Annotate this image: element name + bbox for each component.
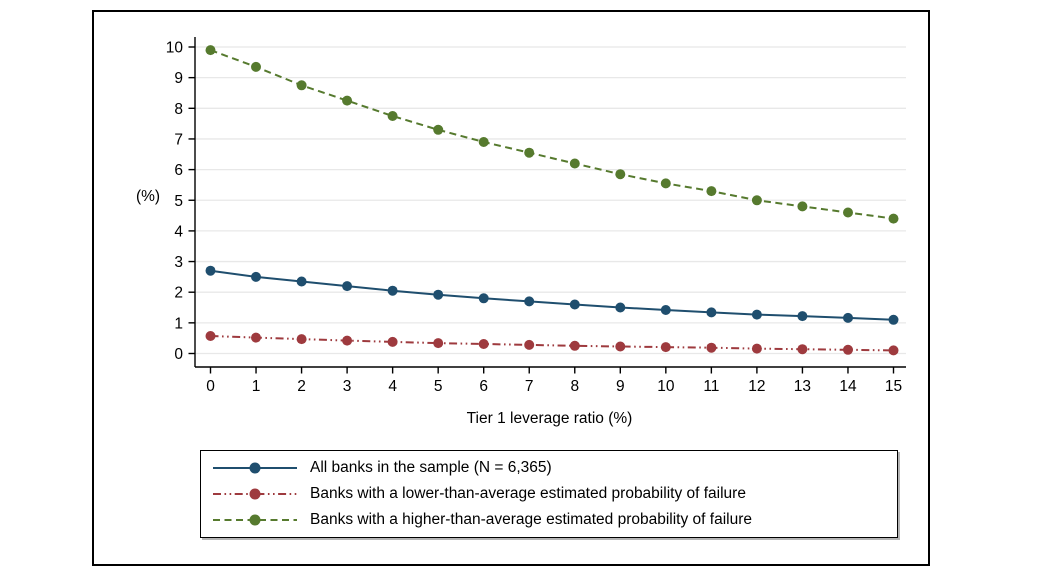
data-point: [569, 158, 580, 169]
data-point: [843, 312, 853, 323]
x-tick-label: 14: [839, 378, 857, 395]
data-point: [433, 338, 444, 349]
legend-item-label: Banks with a lower-than-average estimate…: [310, 485, 746, 502]
data-point: [751, 343, 762, 354]
y-tick-label: 7: [174, 131, 183, 148]
data-point: [387, 111, 398, 121]
x-axis-title: Tier 1 leverage ratio (%): [466, 410, 633, 427]
chart-figure: 0 1 2 3 4 5 6 7 8 9 10 0 1 2 3 4 5 6 7 8 9 10 11 12 13 14 15 (%) T…: [92, 10, 930, 566]
series-line-0: [210, 269, 894, 321]
x-tick-label: 12: [748, 378, 765, 395]
x-tick-label: 7: [525, 378, 534, 395]
legend-item-label: All banks in the sample (N = 6,365): [310, 459, 552, 476]
data-point: [433, 289, 444, 300]
y-tick-label: 10: [166, 40, 184, 57]
data-point: [478, 137, 489, 147]
data-point: [342, 335, 353, 346]
legend: All banks in the sample (N = 6,365) Bank…: [200, 450, 898, 538]
x-tick-label: 11: [703, 378, 719, 395]
data-point: [524, 147, 535, 158]
data-point: [478, 339, 489, 349]
data-point: [615, 169, 626, 180]
x-tick-label: 9: [616, 378, 625, 395]
legend-item: All banks in the sample (N = 6,365): [211, 455, 889, 481]
data-point: [706, 186, 717, 197]
data-point: [251, 271, 261, 282]
data-point: [660, 178, 671, 189]
y-tick-label: 0: [174, 346, 183, 363]
x-tick-label: 5: [434, 378, 443, 395]
data-point: [751, 195, 762, 206]
series-line-1: [210, 335, 894, 352]
data-point: [843, 344, 853, 355]
data-point: [524, 296, 535, 307]
data-point: [296, 80, 307, 91]
data-point: [569, 299, 580, 310]
y-tick-label: 3: [174, 254, 183, 271]
data-point: [205, 331, 216, 341]
y-tick-label: 9: [174, 70, 183, 87]
data-point: [205, 265, 216, 276]
x-tick-label: 4: [388, 378, 397, 395]
legend-item: Banks with a lower-than-average estimate…: [211, 481, 889, 507]
data-point: [296, 276, 307, 287]
x-tick-label: 1: [252, 378, 261, 395]
data-point: [251, 332, 261, 343]
data-point: [888, 213, 899, 224]
data-point: [342, 281, 353, 292]
data-point: [615, 302, 626, 313]
legend-item: Banks with a higher-than-average estimat…: [211, 507, 889, 533]
legend-item-label: Banks with a higher-than-average estimat…: [310, 511, 752, 528]
legend-line-sample-all-banks-icon: [213, 462, 297, 474]
x-tick-label: 0: [206, 378, 215, 395]
data-point: [251, 61, 261, 72]
x-tick-label: 10: [657, 378, 675, 395]
data-point: [205, 45, 216, 56]
data-point: [433, 124, 444, 135]
data-point: [888, 345, 899, 356]
data-point: [387, 336, 398, 347]
data-point: [387, 285, 398, 296]
data-point: [342, 95, 353, 106]
data-point: [660, 342, 671, 353]
y-tick-label: 2: [174, 285, 183, 302]
data-point: [797, 311, 808, 322]
data-point: [524, 339, 535, 350]
data-point: [888, 314, 899, 325]
y-axis-title: (%): [135, 188, 161, 205]
y-tick-label: 1: [174, 315, 183, 332]
y-tick-label: 4: [174, 223, 183, 240]
data-point: [478, 293, 489, 304]
data-point: [751, 309, 762, 320]
x-tick-label: 8: [570, 378, 579, 395]
y-tick-label: 8: [174, 101, 183, 118]
data-point: [797, 344, 808, 355]
x-tick-label: 6: [479, 378, 488, 395]
x-tick-label: 2: [297, 378, 306, 395]
data-point: [615, 341, 626, 352]
data-point: [706, 307, 717, 318]
data-point: [706, 342, 717, 353]
y-tick-label: 5: [174, 193, 183, 210]
series-line-2: [210, 49, 894, 220]
legend-line-sample-higher-than-average-icon: [213, 514, 297, 526]
x-tick-label: 13: [794, 378, 811, 395]
data-point: [797, 201, 808, 212]
data-point: [660, 305, 671, 315]
data-point: [296, 334, 307, 345]
data-point: [569, 340, 580, 351]
legend-line-sample-lower-than-average-icon: [213, 488, 297, 500]
y-tick-label: 6: [174, 162, 183, 179]
x-tick-label: 15: [885, 378, 902, 395]
x-tick-label: 3: [343, 378, 352, 395]
data-point: [843, 207, 853, 218]
